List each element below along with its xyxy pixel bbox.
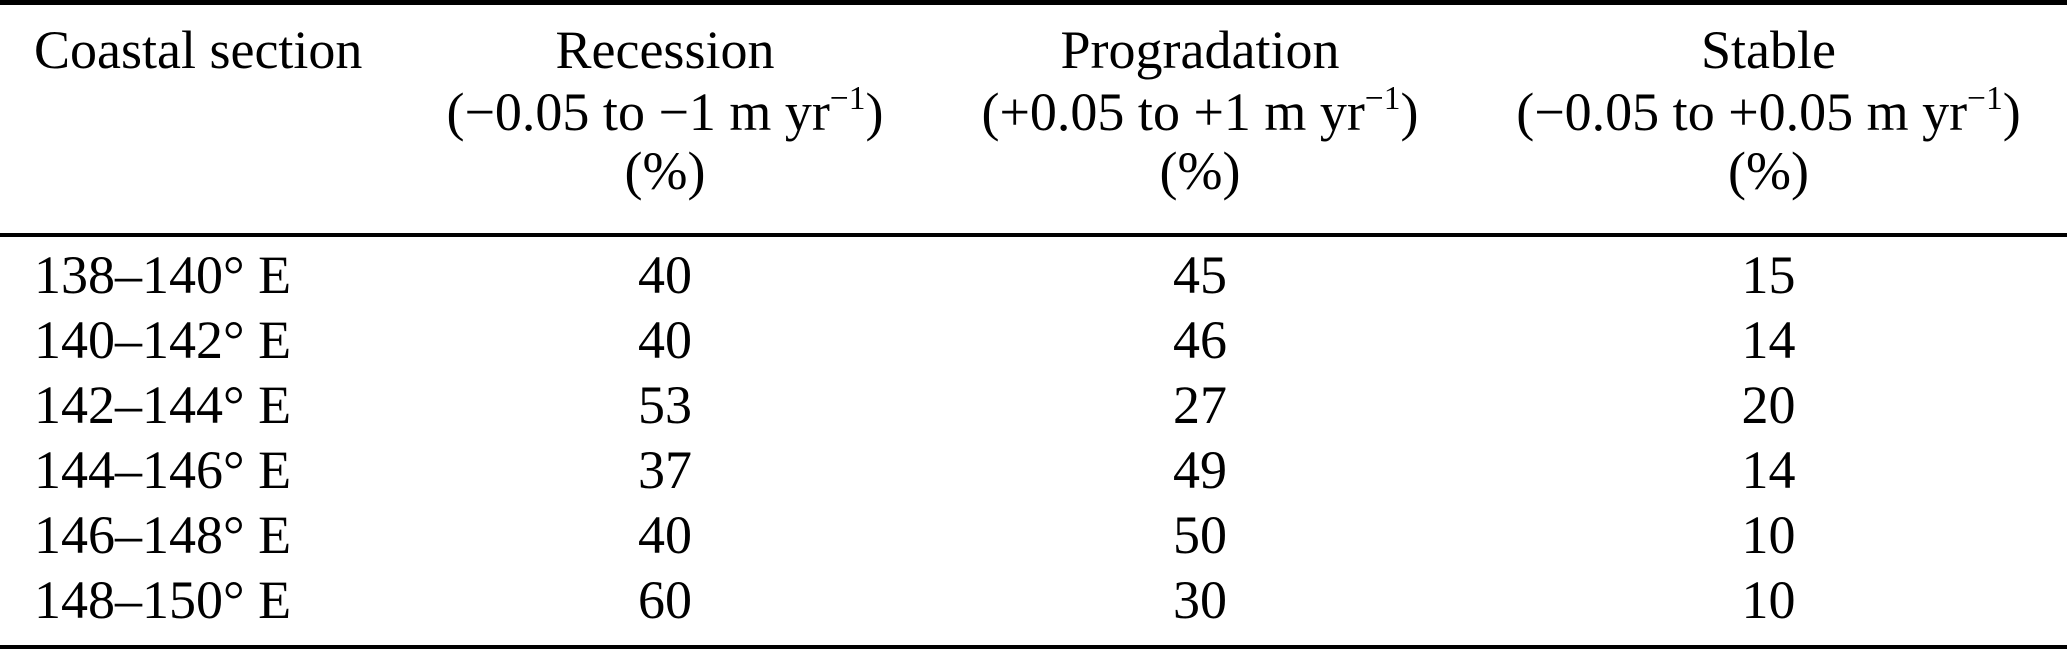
cell-progradation: 49 (1173, 440, 1227, 500)
header-coastal-section: Coastal section (0, 19, 400, 199)
range-text: (+0.05 to +1 m yr (981, 82, 1365, 142)
column-header-label: Recession (555, 20, 775, 80)
table-row: 140–142° E 40 46 14 (0, 308, 2067, 373)
table-top-rule (0, 0, 2067, 5)
range-exponent: −1 (829, 80, 866, 118)
range-exponent: −1 (1364, 80, 1401, 118)
range-close: ) (1400, 82, 1419, 142)
cell-recession: 60 (638, 570, 692, 630)
table-row: 148–150° E 60 30 10 (0, 568, 2067, 633)
cell-recession: 40 (638, 310, 692, 370)
cell-section: 144–146° E (34, 440, 292, 500)
cell-recession: 53 (638, 375, 692, 435)
cell-progradation: 46 (1173, 310, 1227, 370)
table-row: 144–146° E 37 49 14 (0, 438, 2067, 503)
cell-section: 146–148° E (34, 505, 292, 565)
table-row: 142–144° E 53 27 20 (0, 373, 2067, 438)
range-exponent: −1 (1967, 80, 2003, 118)
table-header-row: Coastal section Recession (−0.05 to −1 m… (0, 5, 2067, 233)
cell-section: 142–144° E (34, 375, 292, 435)
column-header-range: (−0.05 to +0.05 m yr−1) (1470, 81, 2067, 143)
header-progradation: Progradation (+0.05 to +1 m yr−1) (%) (930, 19, 1470, 199)
column-header-label: Coastal section (34, 20, 363, 80)
column-header-unit: (%) (1159, 141, 1241, 201)
cell-recession: 40 (638, 505, 692, 565)
range-close: ) (865, 82, 884, 142)
cell-progradation: 27 (1173, 375, 1227, 435)
cell-stable: 14 (1741, 310, 1796, 370)
cell-section: 140–142° E (34, 310, 292, 370)
table-row: 138–140° E 40 45 15 (0, 243, 2067, 308)
column-header-range: (+0.05 to +1 m yr−1) (930, 81, 1470, 143)
range-close: ) (2002, 82, 2021, 142)
bottom-margin (0, 649, 2067, 661)
table-row: 146–148° E 40 50 10 (0, 503, 2067, 568)
cell-progradation: 30 (1173, 570, 1227, 630)
column-header-range: (−0.05 to −1 m yr−1) (400, 81, 930, 143)
cell-stable: 20 (1741, 375, 1796, 435)
column-header-label: Stable (1701, 20, 1836, 80)
column-header-unit: (%) (1728, 141, 1809, 201)
cell-stable: 15 (1741, 245, 1796, 305)
cell-progradation: 50 (1173, 505, 1227, 565)
table-body: 138–140° E 40 45 15 140–142° E 40 46 14 … (0, 237, 2067, 645)
range-text: (−0.05 to +0.05 m yr (1516, 82, 1968, 142)
table-header-rule (0, 233, 2067, 237)
cell-stable: 10 (1741, 570, 1796, 630)
cell-recession: 40 (638, 245, 692, 305)
column-header-unit: (%) (624, 141, 706, 201)
cell-stable: 10 (1741, 505, 1796, 565)
column-header-label: Progradation (1060, 20, 1340, 80)
cell-progradation: 45 (1173, 245, 1227, 305)
cell-recession: 37 (638, 440, 692, 500)
header-recession: Recession (−0.05 to −1 m yr−1) (%) (400, 19, 930, 199)
header-stable: Stable (−0.05 to +0.05 m yr−1) (%) (1470, 19, 2067, 199)
cell-section: 148–150° E (34, 570, 292, 630)
cell-section: 138–140° E (34, 245, 292, 305)
range-text: (−0.05 to −1 m yr (446, 82, 830, 142)
cell-stable: 14 (1741, 440, 1796, 500)
table-bottom-rule (0, 645, 2067, 649)
